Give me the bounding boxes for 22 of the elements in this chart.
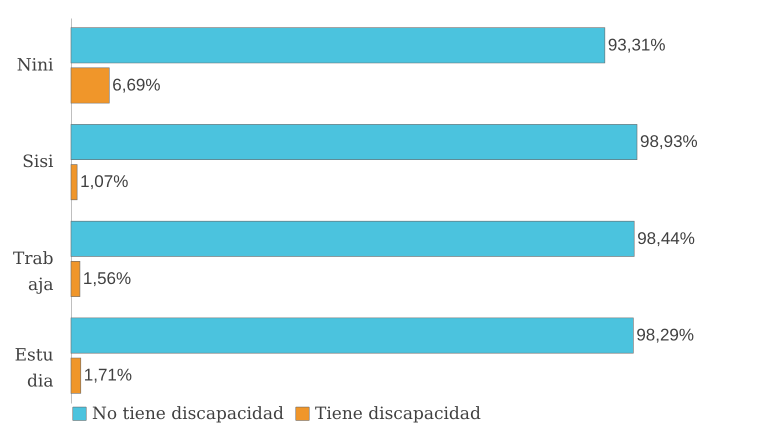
bar [70,220,634,257]
bar [70,358,82,394]
bar [70,68,110,104]
bar [70,318,634,354]
y-tick-label: Trabaja [13,248,54,295]
data-label: 98,93% [640,132,698,152]
data-label: 93,31% [608,35,666,54]
data-label: 6,69% [112,75,160,94]
data-label: 1,56% [82,268,132,288]
bar [70,27,606,64]
data-label: 98,29% [636,326,694,345]
legend-label: Tiene discapacidad [315,404,481,424]
bar [70,164,78,200]
data-label: 1,71% [84,366,132,385]
y-tick-label: Sisi [22,152,54,172]
data-label: 1,07% [80,172,128,192]
y-tick-label: Estudia [14,346,54,392]
y-tick-label: Nini [16,55,54,76]
data-label: 98,44% [637,228,695,248]
bar [70,124,638,160]
bar [70,260,80,297]
legend-label: No tiene discapacidad [92,404,284,424]
